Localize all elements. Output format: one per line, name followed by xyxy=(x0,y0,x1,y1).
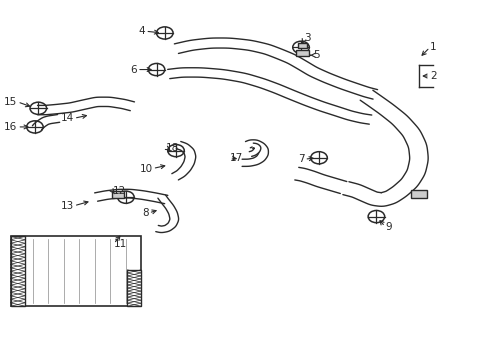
Polygon shape xyxy=(32,114,60,130)
Text: 18: 18 xyxy=(166,143,179,153)
Text: 5: 5 xyxy=(312,50,319,60)
Polygon shape xyxy=(95,189,167,204)
Text: 14: 14 xyxy=(61,113,74,123)
Polygon shape xyxy=(171,141,195,180)
Text: 16: 16 xyxy=(4,122,18,132)
Polygon shape xyxy=(342,90,427,206)
Bar xyxy=(111,191,123,198)
Bar xyxy=(127,270,141,306)
Text: 3: 3 xyxy=(304,33,310,43)
Bar xyxy=(11,236,141,306)
Text: 12: 12 xyxy=(113,186,126,197)
Polygon shape xyxy=(249,143,260,156)
Bar xyxy=(296,50,308,55)
Text: 11: 11 xyxy=(114,239,127,249)
Text: 7: 7 xyxy=(297,154,304,164)
Text: 10: 10 xyxy=(139,163,152,174)
Polygon shape xyxy=(242,140,268,166)
Bar xyxy=(11,236,25,306)
Text: 6: 6 xyxy=(130,64,137,75)
Text: 17: 17 xyxy=(229,153,242,163)
Text: 8: 8 xyxy=(142,208,148,218)
Bar xyxy=(298,42,306,48)
Text: 9: 9 xyxy=(385,222,391,231)
Text: 13: 13 xyxy=(61,201,74,211)
Polygon shape xyxy=(174,38,377,99)
Bar xyxy=(410,190,426,198)
Text: 4: 4 xyxy=(139,26,145,36)
Text: 1: 1 xyxy=(429,42,436,52)
Polygon shape xyxy=(156,195,178,233)
Polygon shape xyxy=(167,68,371,124)
Polygon shape xyxy=(294,167,346,194)
Text: 15: 15 xyxy=(4,97,18,107)
Polygon shape xyxy=(38,97,134,115)
Text: 2: 2 xyxy=(429,71,436,81)
